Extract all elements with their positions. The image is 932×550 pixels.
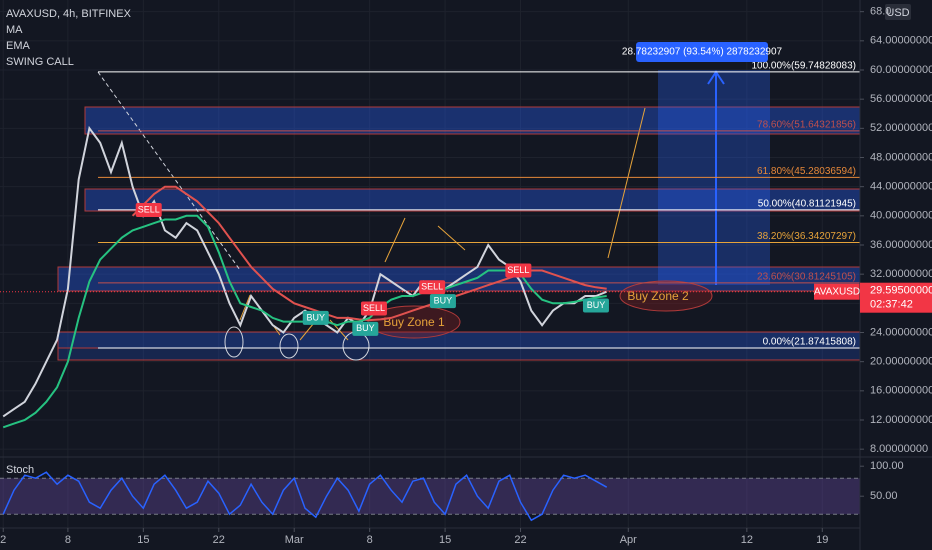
x-tick-label: Mar [285, 534, 304, 546]
signal-box [352, 321, 379, 336]
arrow [384, 217, 406, 263]
y-tick-label: 68.0 [870, 6, 891, 18]
fib-label: 23.60%(30.81245105) [757, 271, 856, 282]
fib-label: 78.60%(51.64321856) [757, 120, 856, 131]
stoch-band [0, 478, 860, 515]
signal-box [505, 263, 532, 278]
signal-box [429, 294, 456, 309]
x-tick-label: 22 [213, 534, 225, 546]
y-tick-label: 50.00 [870, 490, 898, 502]
y-tick-label: 12.00000000 [870, 414, 932, 426]
series-line [2, 471, 608, 522]
y-tick-label: 52.00000000 [870, 122, 932, 134]
signal-label: BUY [307, 312, 326, 322]
x-tick-label: 22 [514, 534, 526, 546]
signal-box [582, 298, 609, 313]
buy-zone-ellipse [619, 280, 713, 312]
x-tick-label: 15 [439, 534, 451, 546]
signal-label: BUY [587, 300, 606, 310]
price-tag-name: AVAXUSD [814, 286, 860, 297]
measure-box [636, 42, 768, 62]
signal-box [302, 310, 329, 325]
fib-label: 61.80%(45.28036594) [757, 166, 856, 177]
x-tick-label: 2 [0, 534, 6, 546]
signal-label: BUY [356, 323, 375, 333]
y-tick-label: 60.00000000 [870, 64, 932, 76]
chart-title: AVAXUSD, 4h, BITFINEX [6, 8, 132, 20]
axis: 8.00000000 12.00000000 16.00000000 20.00000… [0, 6, 932, 546]
x-tick-label: 12 [741, 534, 753, 546]
signal-label: SELL [507, 265, 529, 275]
signal-box [135, 203, 162, 217]
price-axis-tag [860, 282, 932, 313]
zone [57, 331, 861, 349]
indicator: MA [6, 24, 23, 36]
y-tick-label: 40.00000000 [870, 210, 932, 222]
signal-label: SELL [421, 282, 443, 292]
x-tick-label: 8 [367, 534, 373, 546]
y-tick-label: 48.00000000 [870, 151, 932, 163]
signal-box [360, 301, 387, 316]
y-tick-label: 20.00000000 [870, 356, 932, 368]
arrow [239, 294, 251, 321]
arrow [437, 225, 466, 251]
price-tag [814, 283, 860, 300]
signal-label: SELL [138, 204, 160, 214]
y-tick-label: 44.00000000 [870, 181, 932, 193]
x-tick-label: 15 [137, 534, 149, 546]
x-tick-label: Apr [620, 534, 637, 546]
pane-title: Stoch [6, 464, 34, 476]
y-tick-label: 56.00000000 [870, 93, 932, 105]
plot: 100.00%(59.74828083) 78.60%(51.64321856) 6… [0, 60, 860, 522]
signal-box [419, 280, 446, 295]
arrow [607, 107, 646, 259]
y-tick-label: 64.00000000 [870, 35, 932, 47]
y-tick-label: 100.00 [870, 460, 904, 472]
signal-label: BUY [434, 296, 453, 306]
y-tick-label: 32.00000000 [870, 268, 932, 280]
fib-label: 38.20%(36.34207297) [757, 231, 856, 242]
currency: USD [886, 7, 909, 19]
currency-box [885, 4, 911, 20]
countdown: 02:37:42 [870, 299, 913, 311]
signal-label: SELL [363, 303, 385, 313]
indicator: SWING CALL [6, 56, 74, 68]
y-tick-label: 24.00000000 [870, 326, 932, 338]
measure-label: 28.78232907 (93.54%) 2878232907 [622, 47, 783, 58]
fib-label: 50.00%(40.81121945) [758, 199, 856, 210]
trend-line [97, 71, 241, 271]
y-tick-label: 8.00000000 [870, 443, 928, 455]
y-tick-label: 36.00000000 [870, 239, 932, 251]
annotation: Buy Zone 2 [627, 289, 689, 303]
circles [224, 326, 370, 361]
circle [224, 326, 244, 358]
indicator: EMA [6, 40, 31, 52]
annotation: Buy Zone 1 [383, 315, 445, 329]
fib-label: 0.00%(21.87415808) [763, 337, 856, 348]
y-tick-label: 16.00000000 [870, 385, 932, 397]
x-tick-label: 8 [65, 534, 71, 546]
fib-label: 100.00%(59.74828083) [751, 60, 856, 71]
last-price-label: 29.59500000 [870, 285, 932, 297]
x-tick-label: 19 [816, 534, 828, 546]
zone [57, 347, 861, 361]
circle [279, 333, 299, 359]
